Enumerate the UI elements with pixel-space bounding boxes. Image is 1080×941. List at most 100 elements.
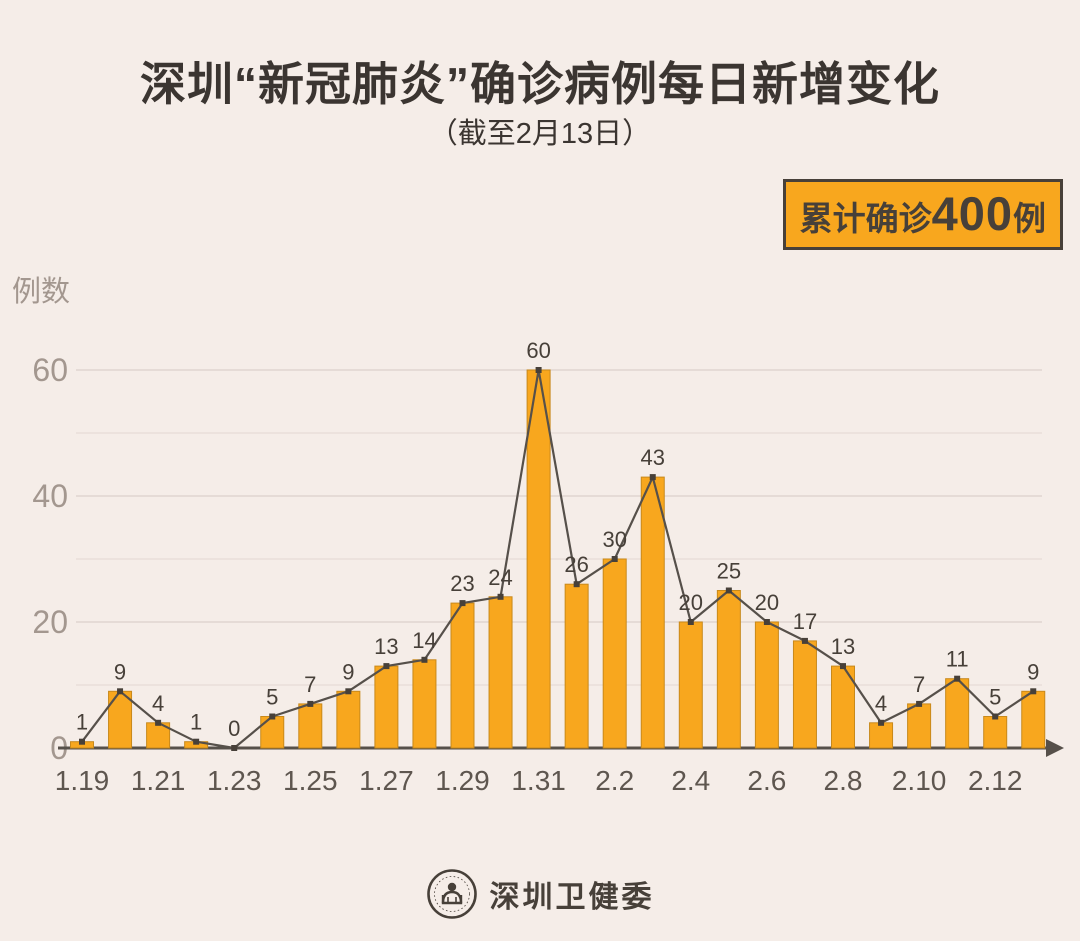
- x-tick-label-1.23: 1.23: [207, 765, 262, 796]
- value-label-1.21: 4: [152, 691, 164, 716]
- marker-1.27: [383, 663, 390, 670]
- marker-2.3: [649, 474, 656, 481]
- marker-2.7: [801, 637, 808, 644]
- badge-suffix: 例: [1013, 200, 1046, 237]
- marker-2.1: [573, 581, 580, 588]
- y-tick-label-20: 20: [32, 604, 68, 640]
- bar-2.10: [907, 703, 932, 749]
- marker-2.12: [992, 713, 999, 720]
- marker-1.23: [231, 745, 238, 751]
- value-label-2.1: 26: [564, 552, 588, 577]
- y-axis-unit-label: 例数: [12, 276, 71, 308]
- value-label-2.9: 4: [875, 691, 887, 716]
- x-tick-label-1.29: 1.29: [435, 765, 490, 796]
- person-seal-icon: [426, 869, 477, 919]
- x-tick-label-2.12: 2.12: [968, 765, 1023, 796]
- x-tick-label-1.21: 1.21: [131, 765, 186, 796]
- value-label-1.28: 14: [412, 628, 436, 653]
- bar-1.28: [412, 659, 437, 749]
- value-label-1.26: 9: [342, 659, 354, 684]
- bar-1.26: [336, 690, 361, 749]
- marker-2.6: [763, 619, 770, 625]
- x-tick-label-2.2: 2.2: [595, 765, 634, 796]
- cumulative-total-badge: 累计确诊400例: [782, 179, 1063, 250]
- marker-2.2: [611, 556, 618, 562]
- value-label-2.2: 30: [602, 527, 626, 552]
- marker-2.4: [687, 619, 694, 625]
- value-label-2.3: 43: [641, 445, 665, 470]
- value-label-2.6: 20: [755, 590, 779, 615]
- y-tick-label-40: 40: [32, 478, 68, 514]
- marker-2.11: [954, 675, 961, 682]
- marker-2.10: [916, 700, 923, 707]
- value-label-1.31: 60: [526, 338, 550, 363]
- bar-1.25: [298, 703, 323, 749]
- marker-1.29: [459, 600, 466, 607]
- x-tick-label-1.31: 1.31: [511, 765, 566, 796]
- bar-2.5: [716, 590, 741, 749]
- marker-1.28: [421, 656, 428, 663]
- marker-1.30: [497, 593, 504, 600]
- value-label-1.27: 13: [374, 634, 398, 659]
- value-label-1.22: 1: [190, 710, 202, 735]
- value-label-2.7: 17: [793, 609, 817, 634]
- x-axis-arrow-icon: [1046, 739, 1064, 757]
- marker-1.19: [79, 738, 85, 745]
- bar-2.9: [869, 722, 894, 749]
- badge-total-value: 400: [931, 187, 1013, 240]
- bar-2.12: [983, 716, 1008, 749]
- marker-1.25: [307, 700, 314, 707]
- value-label-2.12: 5: [989, 685, 1001, 710]
- marker-2.13: [1030, 688, 1037, 695]
- x-tick-label-2.8: 2.8: [824, 765, 863, 796]
- x-tick-label-1.19: 1.19: [55, 765, 110, 796]
- marker-1.21: [155, 719, 162, 726]
- bar-1.30: [488, 596, 513, 749]
- footer-org-name: 深圳卫健委: [489, 881, 655, 914]
- x-tick-label-2.4: 2.4: [671, 765, 710, 796]
- value-label-2.11: 11: [946, 647, 969, 672]
- x-tick-label-1.27: 1.27: [359, 765, 414, 796]
- value-label-1.19: 1: [76, 710, 88, 735]
- value-label-1.23: 0: [228, 716, 240, 741]
- bar-1.27: [374, 665, 399, 749]
- bar-2.13: [1021, 690, 1046, 749]
- bar-1.29: [450, 602, 475, 749]
- x-tick-label-2.10: 2.10: [892, 765, 947, 796]
- x-tick-label-2.6: 2.6: [747, 765, 786, 796]
- value-label-2.4: 20: [679, 590, 703, 615]
- bar-1.31: [526, 369, 551, 749]
- marker-1.24: [269, 713, 276, 720]
- bar-2.6: [754, 621, 779, 749]
- marker-1.31: [535, 367, 542, 373]
- marker-1.20: [117, 688, 124, 695]
- bar-1.24: [260, 716, 285, 749]
- footer: 深圳卫健委: [0, 868, 1080, 920]
- bar-2.7: [792, 640, 817, 749]
- marker-1.22: [193, 738, 200, 745]
- value-label-1.24: 5: [266, 685, 278, 710]
- value-label-2.8: 13: [831, 634, 855, 659]
- y-tick-label-60: 60: [32, 352, 68, 388]
- marker-1.26: [345, 688, 352, 695]
- page-subtitle: （截至2月13日）: [428, 118, 652, 150]
- bar-1.20: [108, 690, 133, 749]
- bar-2.1: [564, 583, 589, 749]
- value-label-1.30: 24: [488, 565, 512, 590]
- value-label-1.25: 7: [304, 672, 316, 697]
- trend-line: [81, 368, 1034, 750]
- value-label-2.10: 7: [913, 672, 925, 697]
- value-label-2.5: 25: [717, 559, 741, 584]
- value-label-1.20: 9: [114, 659, 126, 684]
- bar-2.2: [602, 558, 627, 749]
- page-title: 深圳“新冠肺炎”确诊病例每日新增变化: [140, 58, 940, 110]
- bar-2.4: [678, 621, 703, 749]
- bar-2.11: [945, 678, 970, 749]
- badge-prefix: 累计确诊: [799, 200, 932, 237]
- x-tick-label-1.25: 1.25: [283, 765, 338, 796]
- bar-2.3: [640, 476, 665, 749]
- value-label-2.13: 9: [1027, 659, 1039, 684]
- marker-2.9: [878, 719, 885, 726]
